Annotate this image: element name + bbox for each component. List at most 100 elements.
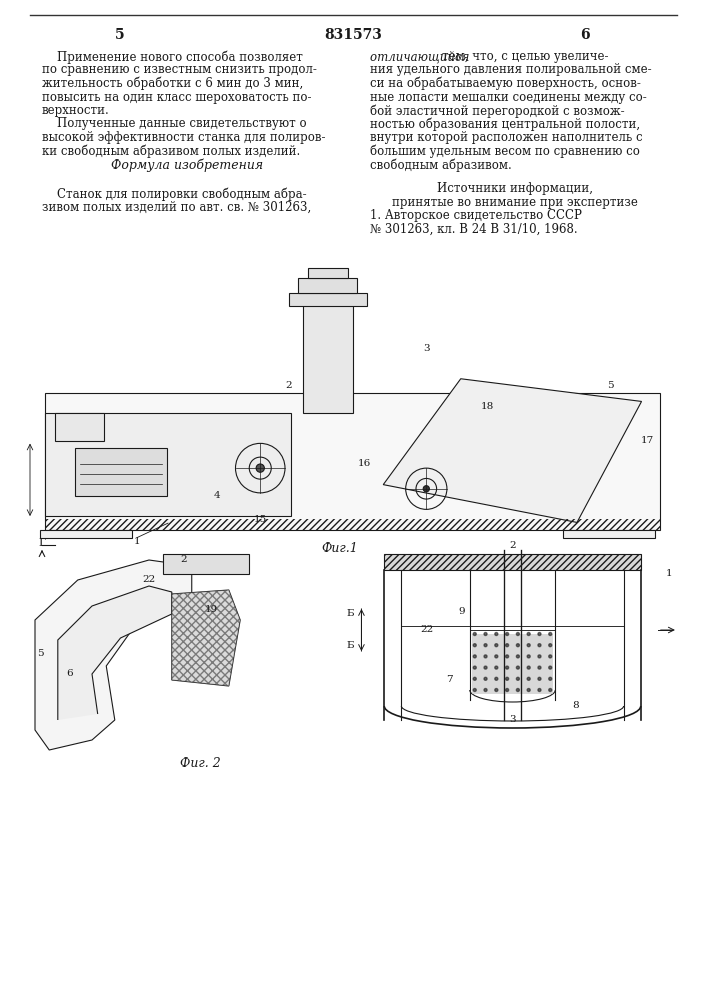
Circle shape [516, 677, 520, 680]
Text: ки свободным абразивом полых изделий.: ки свободным абразивом полых изделий. [42, 144, 300, 158]
Text: 5: 5 [115, 28, 125, 42]
Text: 2: 2 [509, 542, 516, 550]
Circle shape [527, 688, 530, 692]
Circle shape [527, 655, 530, 658]
Bar [303, 301, 353, 413]
Bar [45, 413, 291, 516]
Circle shape [495, 688, 498, 692]
Circle shape [516, 633, 520, 636]
Text: Полученные данные свидетельствуют о: Полученные данные свидетельствуют о [57, 117, 307, 130]
Circle shape [495, 655, 498, 658]
Circle shape [549, 688, 551, 692]
Text: Фиг.1: Фиг.1 [322, 542, 358, 555]
Text: зивом полых изделий по авт. св. № 301263,: зивом полых изделий по авт. св. № 301263… [42, 201, 311, 214]
Circle shape [495, 644, 498, 647]
Text: 3: 3 [423, 344, 430, 353]
Text: 19: 19 [205, 605, 218, 614]
Text: 8: 8 [572, 702, 578, 710]
Polygon shape [172, 590, 240, 686]
Circle shape [516, 655, 520, 658]
Bar [45, 392, 660, 530]
Text: 17: 17 [641, 436, 654, 445]
Text: 22: 22 [142, 576, 156, 584]
Text: свободным абразивом.: свободным абразивом. [370, 158, 512, 172]
Text: 7: 7 [447, 676, 453, 684]
Text: 6: 6 [66, 670, 73, 678]
Text: тем, что, с целью увеличе-: тем, что, с целью увеличе- [442, 50, 609, 63]
Text: Станок для полировки свободным абра-: Станок для полировки свободным абра- [57, 188, 307, 201]
Circle shape [549, 633, 551, 636]
Text: 1: 1 [666, 570, 672, 578]
Circle shape [484, 666, 487, 669]
Bar [298, 278, 358, 293]
Text: верхности.: верхности. [42, 104, 110, 117]
Circle shape [473, 655, 477, 658]
Circle shape [538, 666, 541, 669]
Circle shape [495, 677, 498, 680]
Circle shape [549, 644, 551, 647]
Bar [40, 530, 132, 538]
Text: Источники информации,: Источники информации, [437, 182, 593, 195]
Circle shape [484, 677, 487, 680]
Circle shape [538, 644, 541, 647]
Text: 16: 16 [358, 460, 371, 468]
Circle shape [527, 633, 530, 636]
Text: 5: 5 [37, 650, 44, 658]
Text: Фиг. 2: Фиг. 2 [180, 757, 221, 770]
Text: высокой эффективности станка для полиров-: высокой эффективности станка для полиров… [42, 131, 325, 144]
Circle shape [484, 633, 487, 636]
Circle shape [527, 666, 530, 669]
Circle shape [516, 644, 520, 647]
Circle shape [527, 644, 530, 647]
Circle shape [516, 688, 520, 692]
Polygon shape [58, 586, 172, 720]
Circle shape [506, 633, 508, 636]
Circle shape [473, 666, 477, 669]
Text: Применение нового способа позволяет: Применение нового способа позволяет [57, 50, 303, 64]
Text: ния удельного давления полировальной сме-: ния удельного давления полировальной сме… [370, 64, 652, 77]
Circle shape [506, 677, 508, 680]
Circle shape [538, 655, 541, 658]
Circle shape [538, 633, 541, 636]
Text: си на обрабатываемую поверхность, основ-: си на обрабатываемую поверхность, основ- [370, 77, 641, 91]
Circle shape [538, 688, 541, 692]
Text: 1: 1 [134, 537, 141, 546]
Circle shape [256, 464, 264, 472]
Text: 3: 3 [509, 716, 516, 724]
Text: 15: 15 [254, 514, 267, 524]
Circle shape [538, 677, 541, 680]
Circle shape [506, 688, 508, 692]
Circle shape [484, 655, 487, 658]
Text: 6: 6 [580, 28, 590, 42]
Bar [45, 519, 660, 530]
Circle shape [495, 633, 498, 636]
Text: повысить на один класс шероховатость по-: повысить на один класс шероховатость по- [42, 91, 312, 104]
Circle shape [506, 666, 508, 669]
Text: Б: Б [346, 642, 354, 650]
Text: по сравнению с известным снизить продол-: по сравнению с известным снизить продол- [42, 64, 317, 77]
Circle shape [473, 688, 477, 692]
Circle shape [506, 655, 508, 658]
Text: внутри которой расположен наполнитель с: внутри которой расположен наполнитель с [370, 131, 643, 144]
Text: 2: 2 [180, 556, 187, 564]
Text: жительность обработки с 6 мин до 3 мин,: жительность обработки с 6 мин до 3 мин, [42, 77, 303, 91]
Polygon shape [172, 590, 240, 686]
Polygon shape [35, 560, 192, 750]
Text: 2: 2 [285, 381, 291, 390]
Text: 9: 9 [458, 607, 464, 616]
Bar [384, 554, 641, 570]
Circle shape [473, 633, 477, 636]
Circle shape [484, 688, 487, 692]
Text: Г: Г [38, 538, 46, 548]
Circle shape [506, 644, 508, 647]
Text: Формула изобретения: Формула изобретения [111, 158, 263, 172]
Text: большим удельным весом по сравнению со: большим удельным весом по сравнению со [370, 144, 640, 158]
Text: 831573: 831573 [324, 28, 382, 42]
Circle shape [473, 677, 477, 680]
Bar [308, 268, 348, 278]
Bar [55, 413, 104, 441]
Circle shape [423, 486, 429, 492]
Circle shape [495, 666, 498, 669]
Circle shape [549, 677, 551, 680]
Text: 4: 4 [214, 491, 221, 500]
